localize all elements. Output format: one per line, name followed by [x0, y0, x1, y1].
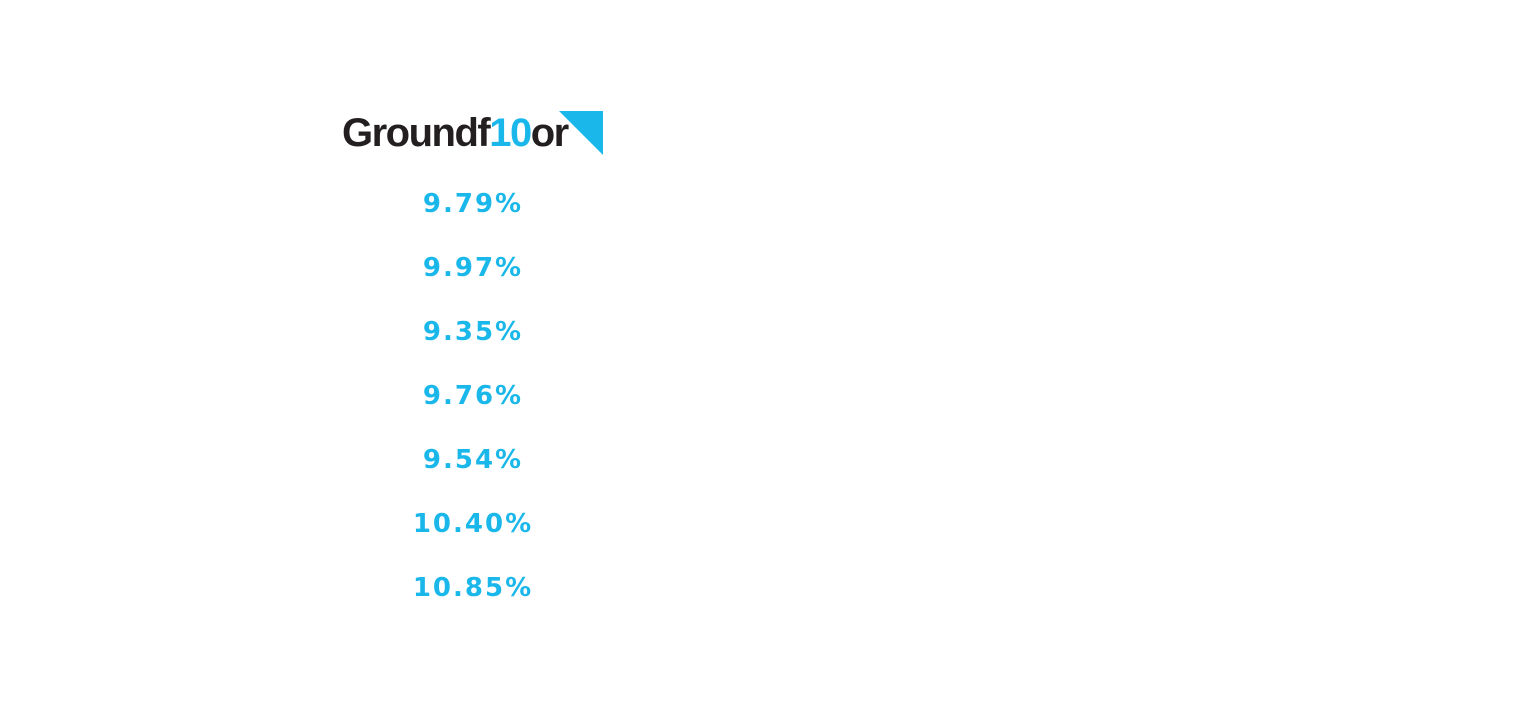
rate: 9.54% [422, 445, 524, 475]
rate: 10.40% [412, 509, 534, 539]
logo-text: Groundf10or [342, 110, 570, 156]
rate: 9.76% [422, 381, 524, 411]
logo-part: 10 [489, 111, 532, 155]
logo-flag [559, 111, 603, 155]
rate-list: 9.79% 9.97% 9.35% 9.76% 9.54% 10.40% 10.85% [373, 184, 573, 632]
rate: 9.35% [422, 317, 524, 347]
rate: 9.79% [422, 189, 524, 219]
logo-part: or [530, 111, 570, 155]
rate: 10.85% [412, 573, 534, 603]
rate: 9.97% [422, 253, 524, 283]
logo-triangle [559, 111, 603, 155]
logo[interactable]: Groundf10or [340, 108, 606, 158]
logo-part: Groundf [342, 111, 491, 155]
